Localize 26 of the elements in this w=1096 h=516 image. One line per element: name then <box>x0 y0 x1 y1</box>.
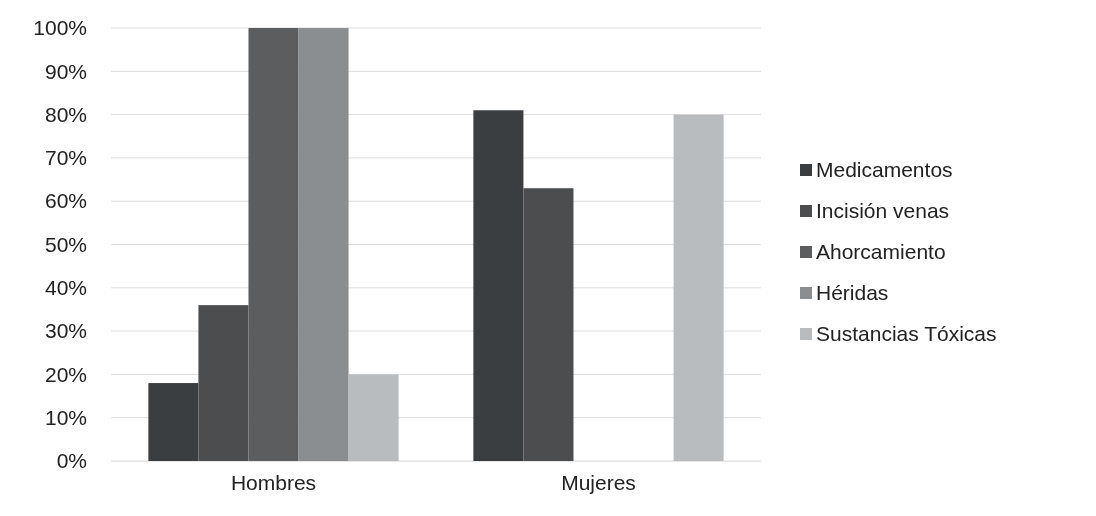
legend-label: Sustancias Tóxicas <box>816 322 997 346</box>
x-tick-label: Hombres <box>230 470 317 494</box>
y-tick-label: 0% <box>56 449 87 473</box>
bar <box>673 114 724 461</box>
bar <box>248 28 299 461</box>
y-tick-label: 80% <box>44 102 87 126</box>
y-tick-label: 30% <box>44 319 87 343</box>
y-tick-label: 100% <box>33 16 87 40</box>
y-tick-label: 60% <box>44 189 87 213</box>
y-tick-label: 10% <box>44 405 87 429</box>
bar <box>148 383 199 461</box>
y-tick-label: 20% <box>44 362 87 386</box>
y-tick-label: 70% <box>44 146 87 170</box>
y-tick-label: 90% <box>44 59 87 83</box>
bar <box>473 110 524 461</box>
legend-label: Héridas <box>816 281 889 305</box>
legend-label: Ahorcamiento <box>816 240 946 264</box>
legend-label: Incisión venas <box>816 199 950 223</box>
bar <box>198 305 249 461</box>
bar <box>348 374 399 461</box>
x-tick-label: Mujeres <box>561 470 636 494</box>
y-tick-label: 50% <box>44 232 87 256</box>
legend-label: Medicamentos <box>816 158 953 182</box>
y-tick-label: 40% <box>44 276 87 300</box>
bar <box>298 28 349 461</box>
bar <box>523 188 574 461</box>
